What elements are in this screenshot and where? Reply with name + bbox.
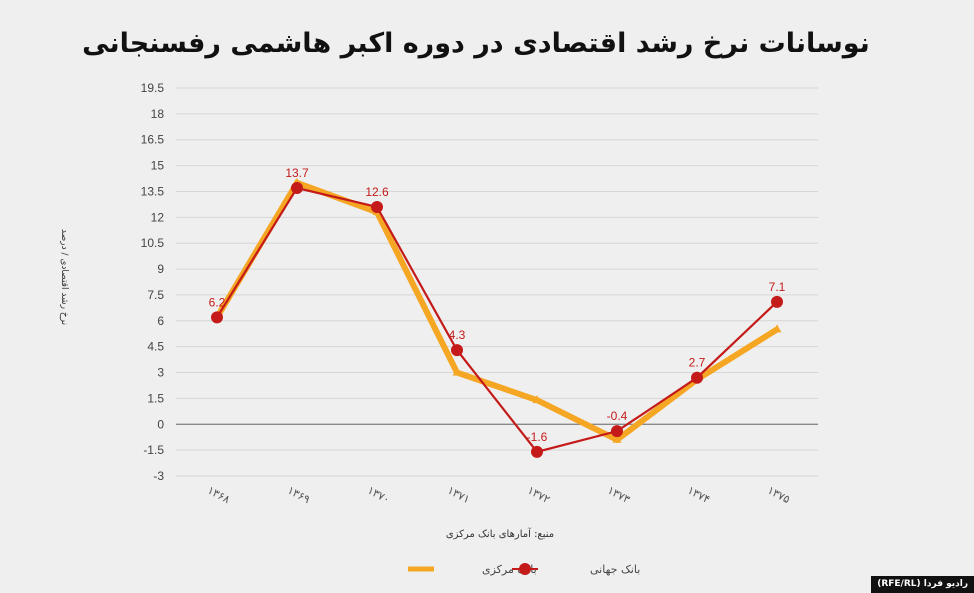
y-tick-label: 16.5	[141, 133, 165, 147]
x-tick-label: ۱۳۷۲	[525, 484, 552, 507]
series-central-bank-point	[452, 367, 462, 376]
y-tick-label: 15	[151, 159, 165, 173]
series-world-bank-point	[531, 445, 543, 458]
y-tick-label: 1.5	[147, 391, 164, 405]
y-tick-label: 0	[157, 417, 164, 431]
y-axis-ticks: 19.5 18 16.5 15 13.5 12 10.5 9 7.5 6 4.5 3 1.5 0 -1.5 -…	[141, 81, 165, 483]
y-tick-label: -3	[153, 469, 164, 483]
series-world-bank-point	[371, 200, 383, 213]
data-labels: 6.2 13.7 12.6 4.3 -1.6 -0.4 2.7 7.1	[209, 166, 786, 444]
y-tick-label: 19.5	[141, 81, 165, 95]
legend-world-bank-marker	[519, 563, 531, 575]
series-central-bank-point	[772, 324, 782, 333]
series-world-bank-point	[771, 295, 783, 308]
y-tick-label: 7.5	[147, 288, 164, 302]
x-tick-label: ۱۳۷۳	[605, 484, 632, 507]
data-label: 6.2	[209, 295, 226, 309]
series-world-bank-point	[691, 371, 703, 384]
y-tick-label: 13.5	[141, 184, 165, 198]
y-tick-label: 9	[157, 262, 164, 276]
series-central-bank-point	[612, 434, 622, 443]
y-axis-label: نرخ رشد اقتصادی / درصد	[59, 229, 69, 325]
x-tick-label: ۱۳۶۹	[285, 484, 312, 507]
series-world-bank-point	[291, 182, 303, 195]
x-tick-label: ۱۳۷۱	[445, 484, 472, 507]
series-central-bank-line	[214, 179, 779, 444]
data-label: 7.1	[769, 280, 786, 294]
series-central-bank-point	[532, 395, 542, 404]
x-tick-label: ۱۳۷۰	[365, 484, 392, 507]
x-tick-label: ۱۳۶۸	[205, 484, 232, 507]
x-tick-label: ۱۳۷۵	[765, 484, 792, 507]
legend-item-world-bank: بانک جهانی	[512, 563, 640, 576]
source-note: منبع: آمارهای بانک مرکزی	[446, 527, 554, 540]
y-tick-label: -1.5	[143, 443, 164, 457]
series-world-bank-point	[451, 344, 463, 357]
series-world-bank-point	[611, 425, 623, 438]
data-label: -0.4	[607, 409, 628, 423]
data-label: 4.3	[449, 328, 466, 342]
x-tick-label: ۱۳۷۴	[685, 484, 712, 507]
y-tick-label: 4.5	[147, 340, 164, 354]
x-axis-ticks: ۱۳۶۸ ۱۳۶۹ ۱۳۷۰ ۱۳۷۱ ۱۳۷۲ ۱۳۷۳ ۱۳۷۴ ۱۳۷۵	[205, 484, 792, 507]
chart-title: نوسانات نرخ رشد اقتصادی در دوره اکبر هاش…	[82, 28, 870, 59]
legend: بانک مرکزی بانک جهانی	[408, 563, 640, 576]
y-tick-label: 3	[157, 366, 164, 380]
series-world-bank-point	[211, 311, 223, 324]
y-tick-label: 18	[151, 107, 165, 121]
credit-badge: رادیو فردا (RFE/RL)	[871, 576, 974, 593]
y-tick-label: 10.5	[141, 236, 165, 250]
grid-lines	[176, 87, 818, 477]
data-label: 12.6	[365, 185, 389, 199]
data-label: 13.7	[285, 166, 309, 180]
legend-world-bank-label: بانک جهانی	[590, 563, 640, 576]
y-tick-label: 6	[157, 314, 164, 328]
series-lines	[211, 177, 783, 458]
series-world-bank-line	[216, 186, 778, 454]
data-label: -1.6	[527, 430, 548, 444]
data-label: 2.7	[689, 356, 706, 370]
y-tick-label: 12	[151, 210, 165, 224]
